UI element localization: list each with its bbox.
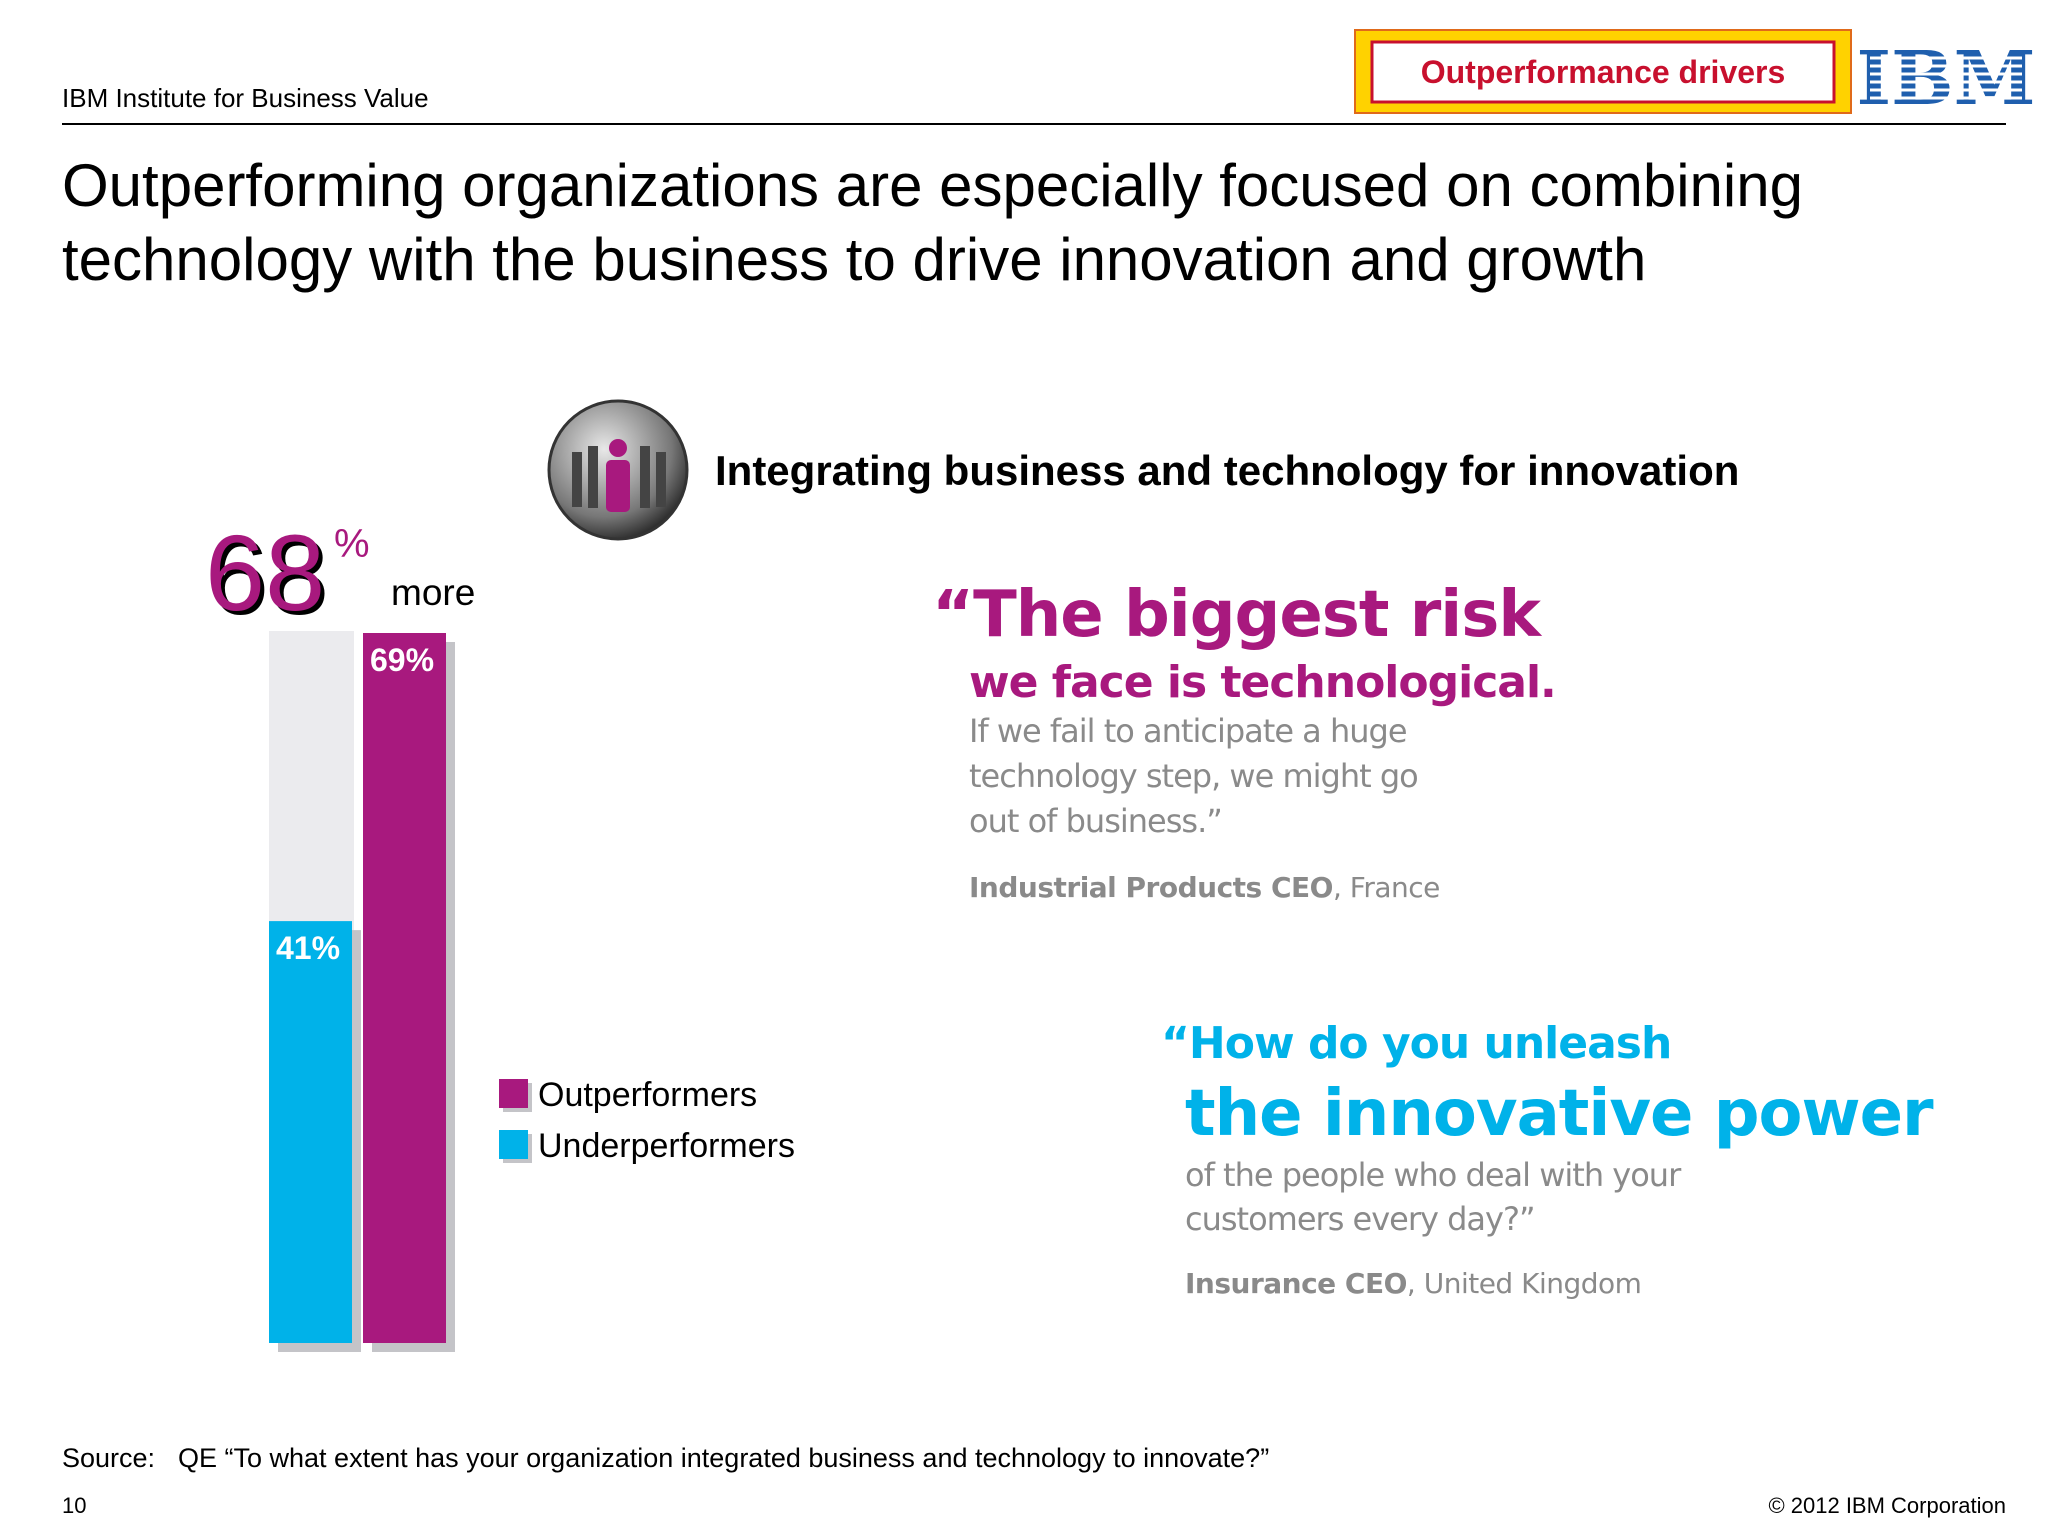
callout-text: more [391,572,475,613]
source-text: QE “To what extent has your organization… [178,1443,1269,1473]
quote-lead: “How do you unleash [1161,1018,1671,1069]
attribution-place: , France [1333,871,1440,904]
quote-line: of the people who deal with your [1185,1156,1682,1194]
subtitle: Integrating business and technology for … [715,447,1739,494]
bar [269,921,352,1343]
badge-box [1370,40,1836,104]
legend-swatch [499,1130,528,1159]
quote-emphasis: we face is technological. [969,657,1556,708]
header-org: IBM Institute for Business Value [62,83,429,113]
legend-swatch [499,1079,528,1108]
quote-attribution: Insurance CEO, United Kingdom [1185,1267,1641,1300]
ibm-logo: IBM [1856,36,2035,122]
quote-line: If we fail to anticipate a huge [969,712,1407,750]
quote-line: out of business.” [969,802,1222,840]
bar [363,633,446,1343]
quote-attribution: Industrial Products CEO, France [969,871,1440,904]
attribution-role: Insurance CEO [1185,1267,1407,1300]
quote-emphasis: the innovative power [1185,1077,1934,1151]
page-number: 10 [62,1493,86,1518]
value-label: 69% [370,642,434,678]
icon [547,399,689,541]
callout-shadow: 68 [209,516,329,637]
callout-number: 68 [205,512,325,633]
legend-label: Outperformers [538,1076,757,1114]
copyright: © 2012 IBM Corporation [1768,1493,2006,1518]
chart: 69% Outperformers 41% Underperformers [269,633,795,1352]
legend-label: Underperformers [538,1127,795,1165]
title-line: Outperforming organizations are especial… [62,152,1803,219]
quote-lead: “The biggest risk [932,578,1542,652]
title-line: technology with the business to drive in… [62,226,1646,293]
callout-unit: % [334,522,370,566]
logo-stripes [1870,56,2022,100]
badge-text[interactable]: Outperformance drivers [1421,54,1786,90]
attribution-place: , United Kingdom [1407,1267,1642,1300]
value-label: 41% [276,930,340,966]
source-label: Source: [62,1443,155,1473]
quote-line: technology step, we might go [969,757,1418,795]
attribution-role: Industrial Products CEO [969,871,1333,904]
quote-line: customers every day?” [1185,1200,1535,1238]
